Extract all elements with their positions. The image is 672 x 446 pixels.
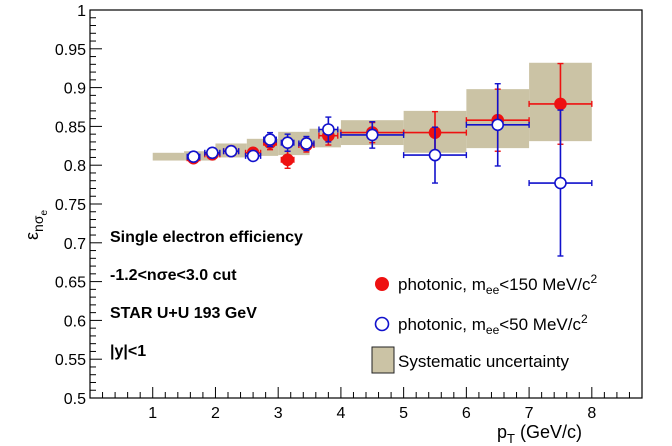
marker-open [491, 118, 505, 132]
legend-marker-filled [375, 277, 389, 291]
marker-open [281, 136, 294, 149]
x-tick-label: 7 [525, 405, 534, 422]
x-tick-label: 5 [399, 405, 408, 422]
marker-open [187, 150, 200, 163]
y-tick-label: 0.6 [64, 313, 86, 330]
point-open-2 [222, 144, 240, 158]
point-open-5 [280, 133, 295, 152]
point-open-0 [186, 150, 201, 163]
marker-open [206, 146, 219, 160]
data-points [186, 62, 593, 257]
y-tick-label: 0.5 [64, 391, 86, 408]
point-open-11 [528, 109, 593, 257]
annotation-rapidity: |y|<1 [110, 343, 146, 360]
marker-filled [281, 153, 294, 167]
point-open-4 [263, 131, 277, 148]
y-tick-label: 0.65 [55, 275, 86, 292]
marker-open [263, 133, 277, 146]
point-open-10 [465, 83, 530, 167]
point-open-7 [318, 116, 339, 143]
marker-open [224, 144, 238, 158]
marker-open [365, 128, 379, 142]
marker-open [428, 148, 442, 162]
legend-marker-open [374, 316, 390, 332]
y-tick-label: 0.75 [55, 197, 86, 214]
legend-label-systematic: Systematic uncertainty [398, 352, 570, 371]
y-tick-label: 0.9 [64, 81, 86, 98]
annotation-experiment: STAR U+U 193 GeV [110, 305, 257, 322]
point-open-6 [298, 135, 315, 152]
x-tick-label: 4 [336, 405, 345, 422]
legend: photonic, mee<150 MeV/c2 photonic, mee<5… [371, 272, 597, 374]
legend-label-150: photonic, mee<150 MeV/c2 [398, 272, 597, 297]
annotation-cut: -1.2<nσe<3.0 cut [110, 267, 237, 284]
axes: 1 2 3 4 5 6 7 8 0.5 0.55 0.6 0.65 0.7 0.75 0.8 0.85 0.9 0… [55, 3, 643, 422]
point-open-9 [402, 126, 468, 184]
annotation-title: Single electron efficiency [110, 229, 303, 246]
legend-marker-box [371, 346, 395, 374]
y-tick-label: 0.95 [55, 42, 86, 59]
x-tick-label: 1 [148, 405, 157, 422]
x-tick-label: 2 [211, 405, 220, 422]
marker-open [322, 123, 335, 136]
y-axis-title: εnσe [22, 210, 50, 240]
marker-open [246, 149, 260, 163]
systematic-box-0 [152, 152, 185, 161]
x-tick-label: 6 [462, 405, 471, 422]
legend-label-50: photonic, mee<50 MeV/c2 [398, 312, 588, 337]
x-tick-label: 8 [587, 405, 596, 422]
point-open-1 [204, 146, 221, 160]
point-open-8 [340, 121, 405, 149]
x-axis-title: pT (GeV/c) [497, 422, 582, 446]
y-tick-label: 0.7 [64, 236, 86, 253]
annotation-block: Single electron efficiency -1.2<nσe<3.0 … [110, 229, 303, 360]
marker-open [554, 176, 567, 190]
y-tick-label: 0.8 [64, 158, 86, 175]
y-tick-label: 0.85 [55, 119, 86, 136]
marker-open [300, 137, 313, 150]
marker-filled [554, 97, 567, 111]
y-tick-label: 1 [77, 3, 86, 20]
y-tick-label: 0.55 [55, 352, 86, 369]
point-open-3 [244, 149, 262, 163]
x-tick-label: 3 [274, 405, 283, 422]
